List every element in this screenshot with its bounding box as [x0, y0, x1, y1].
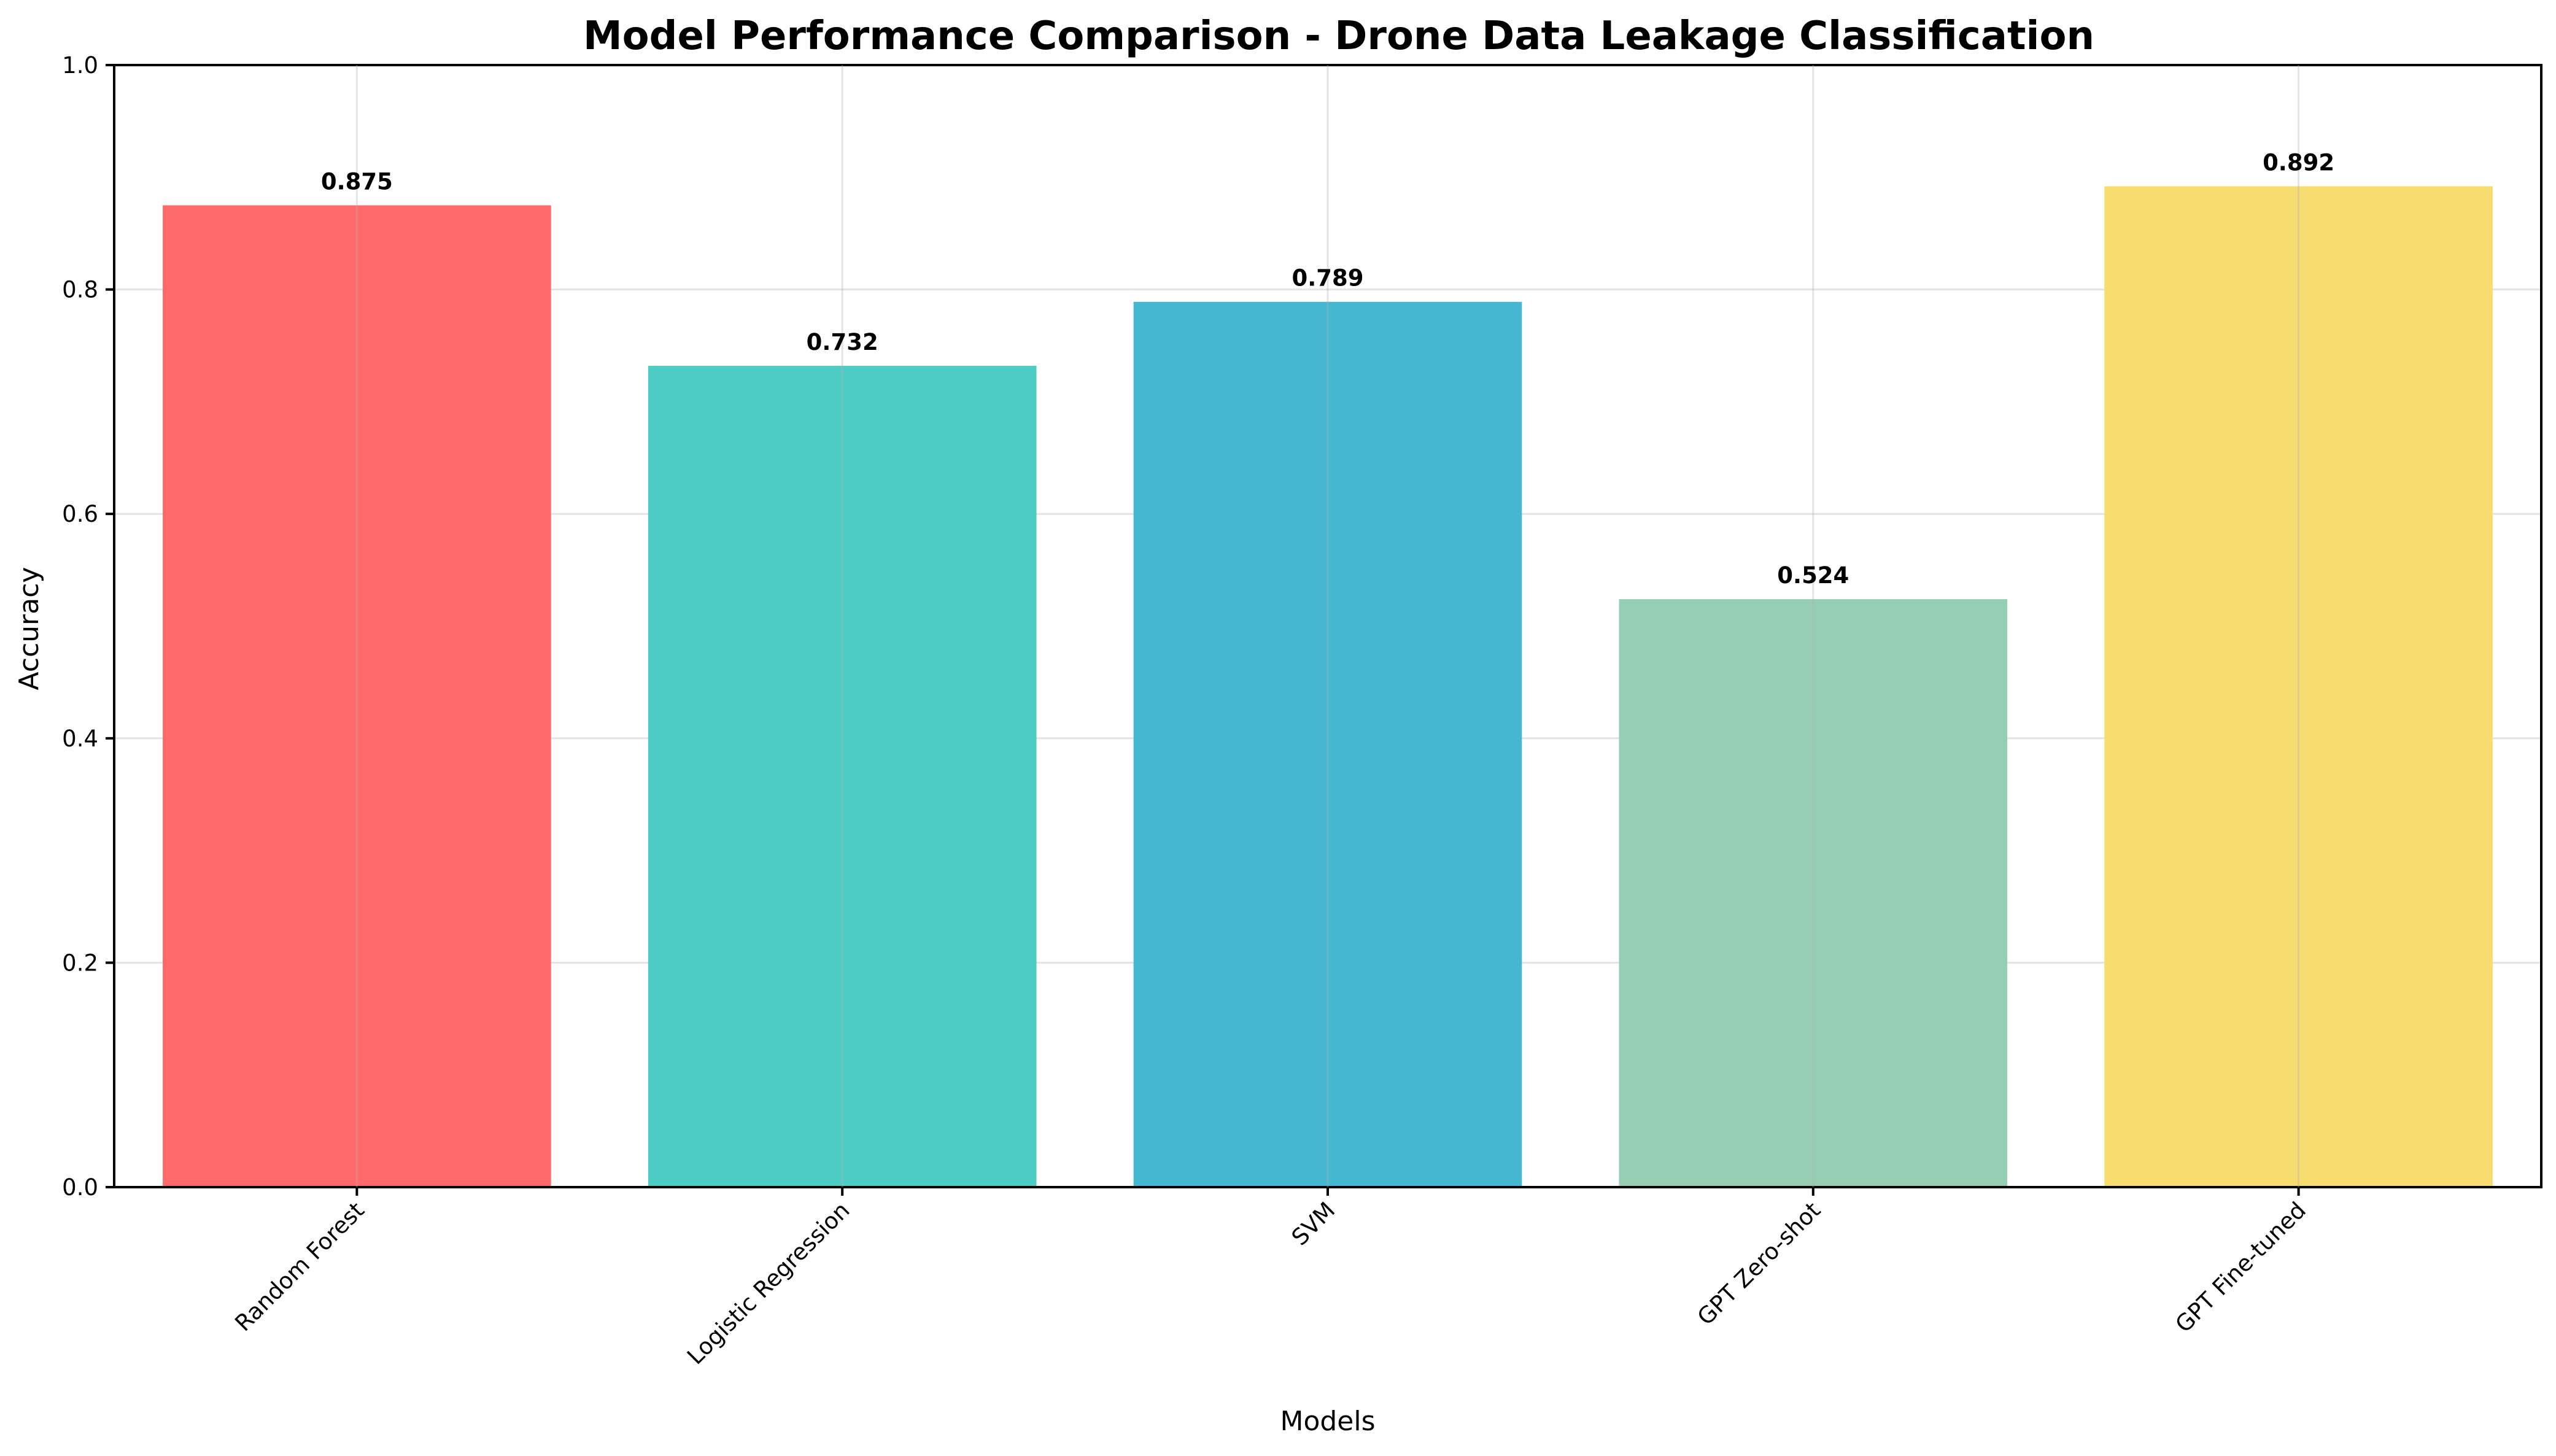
bar-value-label: 0.892 [2263, 149, 2334, 176]
y-tick-label: 0.6 [62, 501, 98, 527]
x-tick-label: Random Forest [230, 1197, 369, 1336]
y-axis-label: Accuracy [14, 567, 45, 691]
bars-layer [163, 186, 2493, 1187]
y-tick-label: 0.4 [62, 726, 98, 752]
bar-gpt-fine-tuned [2104, 186, 2493, 1187]
x-axis-label: Models [1280, 1406, 1375, 1437]
chart-title: Model Performance Comparison - Drone Dat… [583, 14, 2094, 59]
x-tick-label: Logistic Regression [682, 1197, 854, 1369]
bar-value-label: 0.789 [1292, 265, 1363, 292]
x-tick-label: SVM [1287, 1197, 1340, 1250]
x-tick-label: GPT Zero-shot [1692, 1197, 1826, 1330]
bar-logistic-regression [648, 365, 1037, 1187]
labels-layer: 0.875 0.732 0.789 0.524 0.892 [321, 65, 2334, 1187]
y-tick-label: 0.0 [62, 1174, 98, 1201]
bar-gpt-zero-shot [1619, 599, 2008, 1187]
bar-svm [1133, 301, 1522, 1187]
y-tick-label: 0.8 [62, 277, 98, 303]
bar-random-forest [163, 205, 551, 1187]
y-tick-label: 1.0 [62, 52, 98, 79]
x-tick-label: GPT Fine-tuned [2171, 1197, 2311, 1338]
bar-value-label: 0.732 [807, 329, 878, 355]
bar-value-label: 0.875 [321, 169, 393, 195]
y-tick-label: 0.2 [62, 950, 98, 976]
bar-value-label: 0.524 [1777, 562, 1849, 589]
